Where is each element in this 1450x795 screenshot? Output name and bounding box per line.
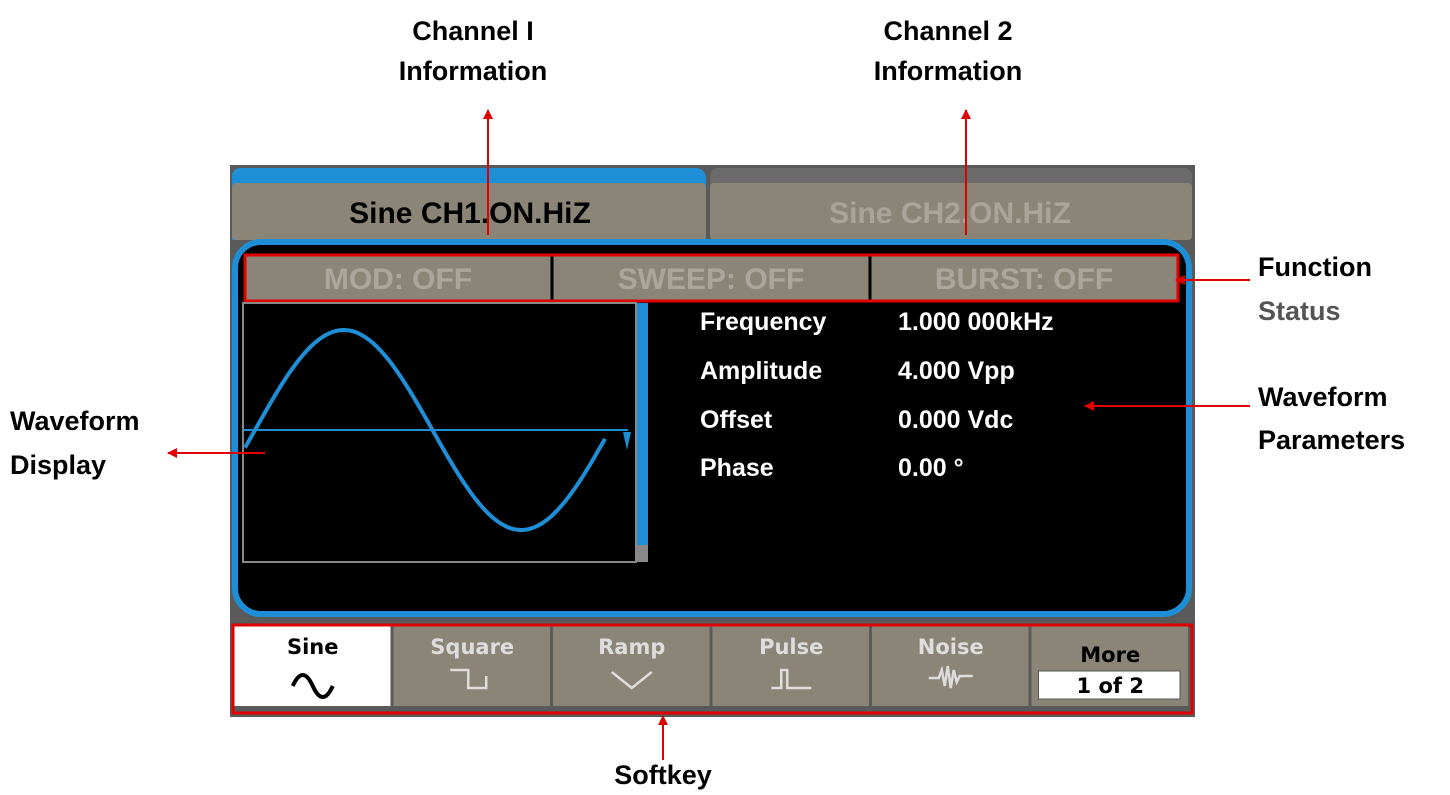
softkey-bg (234, 626, 391, 706)
softkey[interactable]: Ramp (553, 626, 710, 706)
callout-text: Function (1258, 252, 1372, 282)
param-name: Offset (700, 406, 773, 434)
callout-text: Channel 2 (883, 16, 1012, 46)
softkey[interactable]: Noise (872, 626, 1029, 706)
softkey-label: Noise (918, 635, 984, 659)
callout-text: Information (399, 56, 548, 86)
status-bar (245, 256, 1177, 300)
scrollbar (637, 303, 648, 545)
softkey-icon (771, 668, 812, 690)
marker (623, 432, 631, 450)
ch1-tab[interactable] (232, 183, 706, 240)
status-text: BURST: OFF (935, 263, 1113, 296)
softkey-bg (872, 626, 1029, 706)
sine-wave (243, 327, 607, 533)
param-value: 0.00 ° (898, 454, 964, 482)
ch2-label: Sine CH2.ON.HiZ (829, 197, 1071, 230)
callout-text: Channel I (412, 16, 534, 46)
softkey-bg (712, 626, 869, 706)
status-text: SWEEP: OFF (618, 263, 805, 296)
softkey-label: Ramp (598, 635, 665, 659)
highlight-box (231, 623, 1194, 715)
softkey[interactable]: Pulse (712, 626, 870, 706)
callout-text: Information (874, 56, 1023, 86)
callout-text: Display (10, 450, 106, 480)
ch1-label: Sine CH1.ON.HiZ (349, 197, 591, 230)
softkey[interactable]: Sine (234, 626, 391, 706)
param-value: 4.000 Vpp (898, 357, 1015, 385)
softkey-label: Pulse (759, 635, 823, 659)
softkey-icon (450, 668, 488, 690)
callout-text: Softkey (614, 760, 712, 790)
page-box (1038, 670, 1181, 700)
scrollbar-track (637, 545, 648, 562)
softkey-bg (393, 626, 550, 706)
param-value: 1.000 000kHz (898, 308, 1054, 336)
callout-text: Waveform (10, 406, 140, 436)
softkey-page: 1 of 2 (1077, 674, 1144, 698)
param-name: Phase (700, 454, 774, 482)
softkey-icon (610, 671, 653, 690)
softkey-icon (290, 673, 335, 699)
param-name: Frequency (700, 308, 827, 336)
softkey-label: More (1080, 643, 1140, 667)
softkey-label: Square (430, 635, 514, 659)
callout-text: Status (1258, 296, 1341, 326)
softkey[interactable]: More 1 of 2 (1031, 626, 1189, 706)
callout-text: Waveform (1258, 382, 1388, 412)
softkey-label: Sine (287, 635, 339, 659)
status-text: MOD: OFF (324, 263, 472, 296)
softkey-icon (928, 665, 973, 689)
softkey[interactable]: Square (393, 626, 551, 706)
ch2-tab[interactable] (710, 183, 1192, 240)
callout-text: Parameters (1258, 425, 1405, 455)
waveform-display (242, 302, 637, 563)
softkey-bg (553, 626, 710, 706)
param-value: 0.000 Vdc (898, 406, 1013, 434)
param-name: Amplitude (700, 357, 822, 385)
